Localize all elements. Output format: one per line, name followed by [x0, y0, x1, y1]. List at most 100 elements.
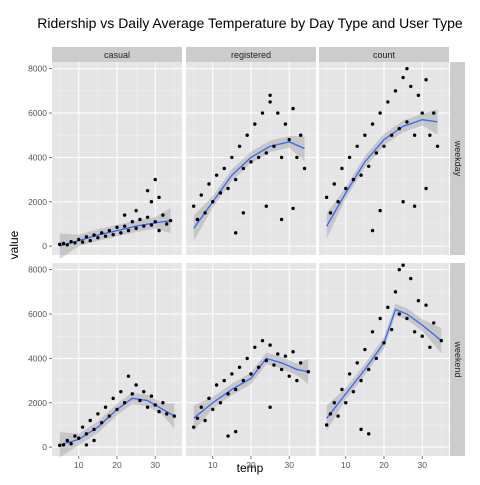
- data-point: [264, 204, 268, 208]
- data-point: [65, 243, 69, 247]
- data-point: [203, 418, 207, 423]
- data-point: [386, 100, 390, 104]
- data-point: [340, 387, 344, 392]
- data-point: [359, 378, 363, 383]
- data-point: [328, 211, 333, 215]
- data-point: [287, 374, 291, 378]
- confidence-band: [59, 392, 175, 458]
- x-tick-label: 20: [112, 460, 122, 470]
- data-point: [363, 347, 367, 352]
- data-point: [249, 372, 253, 376]
- data-point: [378, 208, 382, 213]
- data-point: [57, 242, 62, 247]
- data-point: [401, 200, 405, 204]
- data-point: [226, 186, 230, 191]
- data-point: [207, 396, 211, 401]
- confidence-band: [59, 207, 171, 259]
- data-point: [199, 405, 203, 409]
- data-point: [100, 421, 104, 425]
- data-point: [412, 330, 417, 334]
- data-point: [420, 334, 424, 338]
- data-point: [149, 200, 154, 204]
- data-point: [370, 228, 375, 233]
- data-point: [351, 177, 356, 182]
- data-point: [397, 312, 401, 316]
- data-point: [295, 155, 299, 160]
- data-point: [428, 133, 432, 137]
- data-point: [344, 401, 348, 405]
- data-point: [347, 372, 352, 376]
- data-point: [234, 231, 238, 235]
- panels-layer: casual registered count weekday weekend 0 2000…: [28, 47, 465, 470]
- data-point: [122, 213, 127, 217]
- data-point: [424, 186, 428, 191]
- data-point: [378, 111, 382, 115]
- data-point: [405, 316, 409, 321]
- data-point: [234, 387, 238, 392]
- data-point: [336, 414, 340, 418]
- column-strip-count: [319, 47, 449, 62]
- data-point: [336, 200, 340, 204]
- y-tick-label: 6000: [28, 309, 47, 319]
- data-point: [149, 223, 154, 227]
- data-point: [249, 160, 253, 164]
- data-point: [168, 218, 173, 223]
- data-point: [332, 182, 336, 186]
- data-point: [69, 442, 73, 446]
- data-point: [332, 401, 336, 405]
- data-point: [80, 425, 85, 429]
- data-point: [134, 383, 138, 387]
- data-point: [138, 398, 142, 403]
- data-point: [149, 394, 154, 398]
- data-point: [432, 111, 436, 115]
- data-point: [230, 372, 234, 376]
- data-point: [264, 358, 268, 363]
- data-point: [276, 111, 280, 115]
- data-point: [115, 407, 119, 412]
- data-point: [195, 217, 200, 222]
- data-point: [153, 220, 157, 224]
- data-point: [344, 186, 348, 191]
- data-point: [279, 217, 284, 222]
- data-point: [214, 173, 219, 177]
- data-point: [157, 195, 161, 200]
- data-point: [268, 343, 272, 347]
- data-point: [374, 356, 379, 361]
- y-tick-label: 4000: [28, 152, 47, 162]
- data-point: [57, 443, 62, 448]
- data-point: [80, 240, 85, 244]
- data-point: [359, 173, 363, 177]
- data-point: [237, 365, 242, 369]
- y-axis-label: value: [7, 230, 21, 259]
- data-point: [272, 363, 276, 367]
- data-point: [363, 133, 367, 137]
- data-point: [88, 238, 92, 243]
- data-point: [347, 155, 352, 160]
- data-point: [412, 133, 417, 137]
- x-tick-label: 20: [379, 460, 389, 470]
- row-strip-label: weekend: [453, 340, 463, 377]
- data-point: [122, 401, 127, 405]
- data-point: [218, 401, 223, 405]
- x-tick-label: 20: [246, 460, 256, 470]
- data-point: [283, 122, 288, 126]
- data-point: [367, 367, 371, 372]
- data-point: [157, 409, 161, 414]
- data-point: [432, 321, 436, 325]
- data-point: [65, 438, 69, 443]
- chart-title: Ridership vs Daily Average Temperature b…: [37, 15, 463, 31]
- data-point: [172, 414, 177, 418]
- data-point: [130, 392, 134, 396]
- data-point: [439, 338, 444, 343]
- data-point: [107, 414, 112, 418]
- data-point: [218, 191, 223, 195]
- data-point: [191, 204, 196, 208]
- data-point: [100, 231, 104, 235]
- data-point: [279, 367, 284, 372]
- data-point: [122, 224, 127, 228]
- confidence-band: [326, 109, 438, 239]
- data-point: [142, 224, 146, 228]
- data-point: [92, 438, 96, 443]
- data-point: [142, 389, 146, 394]
- data-point: [241, 166, 246, 171]
